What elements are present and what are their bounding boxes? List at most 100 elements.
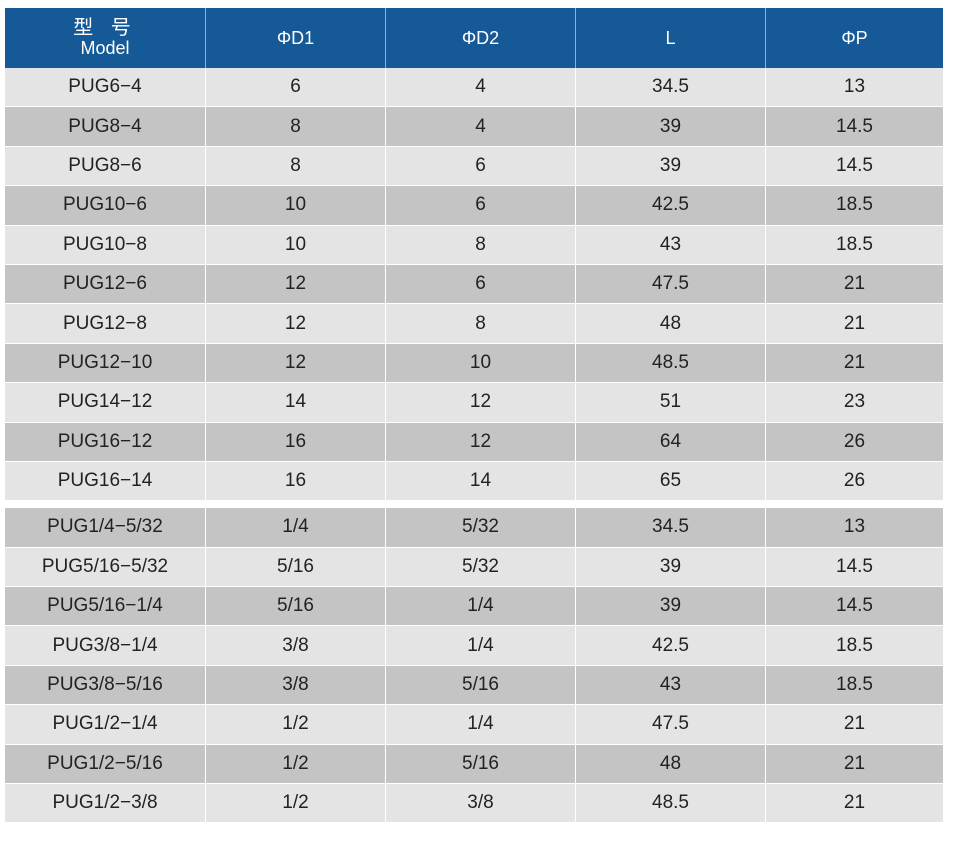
table-cell: 39 xyxy=(576,107,766,147)
table-cell: 1/4 xyxy=(386,626,576,666)
table-cell: 18.5 xyxy=(766,186,943,226)
table-cell: PUG10−6 xyxy=(5,186,206,226)
table-cell: PUG8−4 xyxy=(5,107,206,147)
table-cell: 12 xyxy=(206,264,386,305)
table-row: PUG1/2−1/4 1/2 1/4 47.5 21 xyxy=(5,705,943,745)
table-cell: 14.5 xyxy=(766,547,943,588)
table-row: PUG3/8−5/16 3/8 5/16 43 18.5 xyxy=(5,665,943,706)
metric-rows: PUG6−4 6 4 34.5 13 PUG8−4 8 4 39 14.5 PUG8−6 8 6 39 14… xyxy=(5,68,943,502)
table-cell: 13 xyxy=(766,68,943,108)
table-cell: 10 xyxy=(206,225,386,265)
table-cell: 10 xyxy=(386,343,576,384)
table-cell: 47.5 xyxy=(576,264,766,305)
table-cell: 48.5 xyxy=(576,784,766,824)
table-cell: 39 xyxy=(576,547,766,588)
table-cell: 5/16 xyxy=(206,547,386,588)
table-cell: 48.5 xyxy=(576,343,766,384)
table-cell: PUG16−12 xyxy=(5,422,206,462)
table-cell: 14 xyxy=(386,461,576,502)
table-row: PUG16−14 16 14 65 26 xyxy=(5,461,943,502)
table-cell: 48 xyxy=(576,304,766,344)
table-cell: 34.5 xyxy=(576,508,766,548)
table-cell: 65 xyxy=(576,461,766,502)
table-row: PUG3/8−1/4 3/8 1/4 42.5 18.5 xyxy=(5,626,943,666)
table-cell: 3/8 xyxy=(206,665,386,706)
table-cell: 18.5 xyxy=(766,225,943,265)
header-p: ΦP xyxy=(766,8,943,68)
table-row: PUG16−12 16 12 64 26 xyxy=(5,422,943,462)
table-cell: PUG14−12 xyxy=(5,383,206,423)
table-row: PUG8−4 8 4 39 14.5 xyxy=(5,107,943,147)
table-cell: 12 xyxy=(386,422,576,462)
table-cell: PUG8−6 xyxy=(5,146,206,187)
table-cell: PUG1/2−1/4 xyxy=(5,705,206,745)
table-cell: 1/2 xyxy=(206,744,386,785)
table-row: PUG5/16−1/4 5/16 1/4 39 14.5 xyxy=(5,587,943,627)
table-cell: 5/32 xyxy=(386,508,576,548)
table-row: PUG1/4−5/32 1/4 5/32 34.5 13 xyxy=(5,508,943,548)
table-cell: 5/16 xyxy=(386,744,576,785)
table-cell: 4 xyxy=(386,68,576,108)
table-cell: 12 xyxy=(206,343,386,384)
table-row: PUG5/16−5/32 5/16 5/32 39 14.5 xyxy=(5,547,943,588)
table-cell: 3/8 xyxy=(386,784,576,824)
table-cell: 5/32 xyxy=(386,547,576,588)
table-cell: 14.5 xyxy=(766,107,943,147)
table-cell: 42.5 xyxy=(576,626,766,666)
table-cell: 6 xyxy=(386,264,576,305)
table-header: 型 号 Model ΦD1 ΦD2 L ΦP xyxy=(5,8,943,68)
table-cell: 6 xyxy=(386,146,576,187)
table-cell: 1/2 xyxy=(206,784,386,824)
table-cell: 21 xyxy=(766,304,943,344)
table-cell: 39 xyxy=(576,146,766,187)
table-cell: 6 xyxy=(386,186,576,226)
table-cell: 26 xyxy=(766,422,943,462)
table-cell: PUG3/8−5/16 xyxy=(5,665,206,706)
header-d2: ΦD2 xyxy=(386,8,576,68)
table-cell: 14.5 xyxy=(766,146,943,187)
section-divider xyxy=(5,501,943,509)
table-cell: 43 xyxy=(576,225,766,265)
table-cell: 8 xyxy=(386,225,576,265)
table-cell: 5/16 xyxy=(386,665,576,706)
table-cell: PUG6−4 xyxy=(5,68,206,108)
table-row: PUG1/2−3/8 1/2 3/8 48.5 21 xyxy=(5,784,943,824)
header-model: 型 号 Model xyxy=(5,8,206,68)
table-cell: 23 xyxy=(766,383,943,423)
table-cell: 1/2 xyxy=(206,705,386,745)
table-cell: 8 xyxy=(206,107,386,147)
table-cell: PUG3/8−1/4 xyxy=(5,626,206,666)
table-row: PUG8−6 8 6 39 14.5 xyxy=(5,146,943,187)
table-cell: 18.5 xyxy=(766,665,943,706)
table-cell: 39 xyxy=(576,587,766,627)
table-cell: 34.5 xyxy=(576,68,766,108)
table-row: PUG1/2−5/16 1/2 5/16 48 21 xyxy=(5,744,943,785)
table-cell: 12 xyxy=(386,383,576,423)
table-row: PUG12−6 12 6 47.5 21 xyxy=(5,264,943,305)
table-row: PUG10−6 10 6 42.5 18.5 xyxy=(5,186,943,226)
table-cell: 8 xyxy=(206,146,386,187)
table-cell: 1/4 xyxy=(386,587,576,627)
table-cell: 21 xyxy=(766,705,943,745)
table-cell: 21 xyxy=(766,264,943,305)
table-cell: 6 xyxy=(206,68,386,108)
table-cell: 48 xyxy=(576,744,766,785)
table-cell: 16 xyxy=(206,422,386,462)
header-model-en: Model xyxy=(80,38,130,58)
table-cell: 26 xyxy=(766,461,943,502)
header-model-zh: 型 号 xyxy=(73,17,137,39)
table-cell: 16 xyxy=(206,461,386,502)
table-cell: 43 xyxy=(576,665,766,706)
table-cell: 3/8 xyxy=(206,626,386,666)
table-cell: PUG12−6 xyxy=(5,264,206,305)
table-cell: PUG16−14 xyxy=(5,461,206,502)
table-cell: 1/4 xyxy=(386,705,576,745)
table-cell: 12 xyxy=(206,304,386,344)
table-row: PUG12−8 12 8 48 21 xyxy=(5,304,943,344)
table-cell: 18.5 xyxy=(766,626,943,666)
header-d1: ΦD1 xyxy=(206,8,386,68)
table-cell: 64 xyxy=(576,422,766,462)
table-row: PUG12−10 12 10 48.5 21 xyxy=(5,343,943,384)
table-cell: PUG10−8 xyxy=(5,225,206,265)
table-cell: PUG12−10 xyxy=(5,343,206,384)
